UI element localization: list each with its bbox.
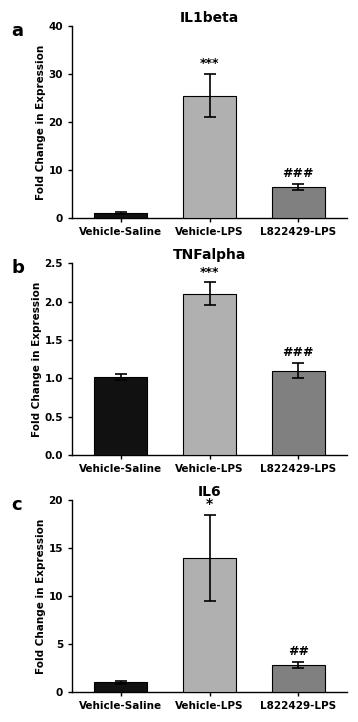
Title: IL6: IL6: [198, 485, 221, 499]
Bar: [94, 213, 147, 218]
Bar: [272, 370, 325, 455]
Bar: [94, 682, 147, 692]
Bar: [272, 187, 325, 218]
Bar: [94, 377, 147, 455]
Title: TNFalpha: TNFalpha: [173, 248, 246, 262]
Text: ###: ###: [282, 167, 314, 180]
Bar: [183, 294, 236, 455]
Text: ***: ***: [200, 57, 219, 70]
Text: c: c: [12, 496, 22, 514]
Text: ###: ###: [282, 346, 314, 359]
Y-axis label: Fold Change in Expression: Fold Change in Expression: [36, 518, 46, 674]
Text: a: a: [12, 22, 24, 40]
Bar: [183, 96, 236, 218]
Title: IL1beta: IL1beta: [180, 11, 239, 25]
Text: ##: ##: [287, 645, 309, 658]
Text: *: *: [206, 497, 213, 510]
Text: b: b: [12, 259, 25, 277]
Bar: [183, 557, 236, 692]
Y-axis label: Fold Change in Expression: Fold Change in Expression: [36, 45, 46, 200]
Y-axis label: Fold Change in Expression: Fold Change in Expression: [32, 282, 42, 437]
Bar: [272, 665, 325, 692]
Text: ***: ***: [200, 266, 219, 279]
